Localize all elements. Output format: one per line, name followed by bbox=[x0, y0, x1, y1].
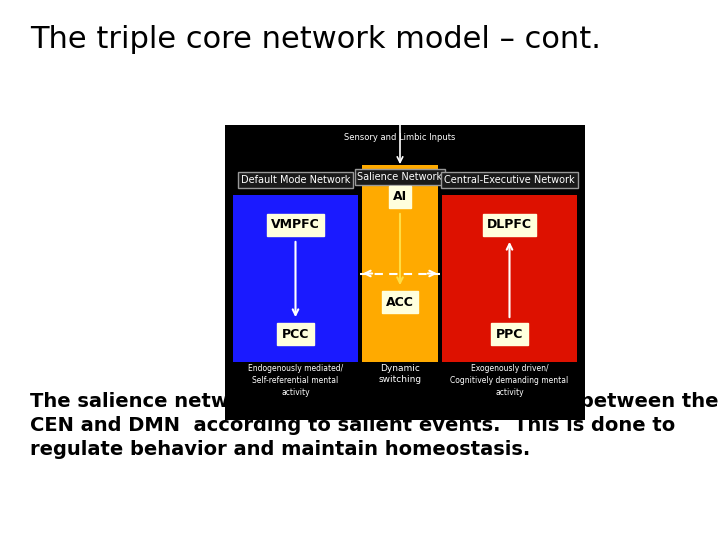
Text: Salience Network: Salience Network bbox=[357, 172, 443, 182]
Text: Dynamic
switching: Dynamic switching bbox=[379, 364, 422, 384]
Text: ACC: ACC bbox=[386, 295, 414, 308]
Text: Central-Executive Network: Central-Executive Network bbox=[444, 175, 575, 185]
Text: DLPFC: DLPFC bbox=[487, 219, 532, 232]
Text: regulate behavior and maintain homeostasis.: regulate behavior and maintain homeostas… bbox=[30, 440, 530, 459]
Text: CEN and DMN  according to salient events.  This is done to: CEN and DMN according to salient events.… bbox=[30, 416, 675, 435]
Text: Endogenously mediated/
Self-referential mental
activity: Endogenously mediated/ Self-referential … bbox=[248, 364, 343, 396]
Bar bbox=[225, 125, 585, 420]
Text: VMPFC: VMPFC bbox=[271, 219, 320, 232]
Text: Sensory and Limbic Inputs: Sensory and Limbic Inputs bbox=[344, 133, 456, 142]
Text: The salience network initiates dynamic switching between the: The salience network initiates dynamic s… bbox=[30, 392, 719, 411]
Bar bbox=[233, 195, 358, 362]
Bar bbox=[442, 195, 577, 362]
Bar bbox=[362, 165, 438, 362]
Text: AI: AI bbox=[393, 191, 407, 204]
Text: Exogenously driven/
Cognitively demanding mental
activity: Exogenously driven/ Cognitively demandin… bbox=[451, 364, 569, 396]
Text: Default Mode Network: Default Mode Network bbox=[240, 175, 350, 185]
Text: PPC: PPC bbox=[496, 327, 523, 341]
Text: The triple core network model – cont.: The triple core network model – cont. bbox=[30, 25, 601, 54]
Text: PCC: PCC bbox=[282, 327, 309, 341]
